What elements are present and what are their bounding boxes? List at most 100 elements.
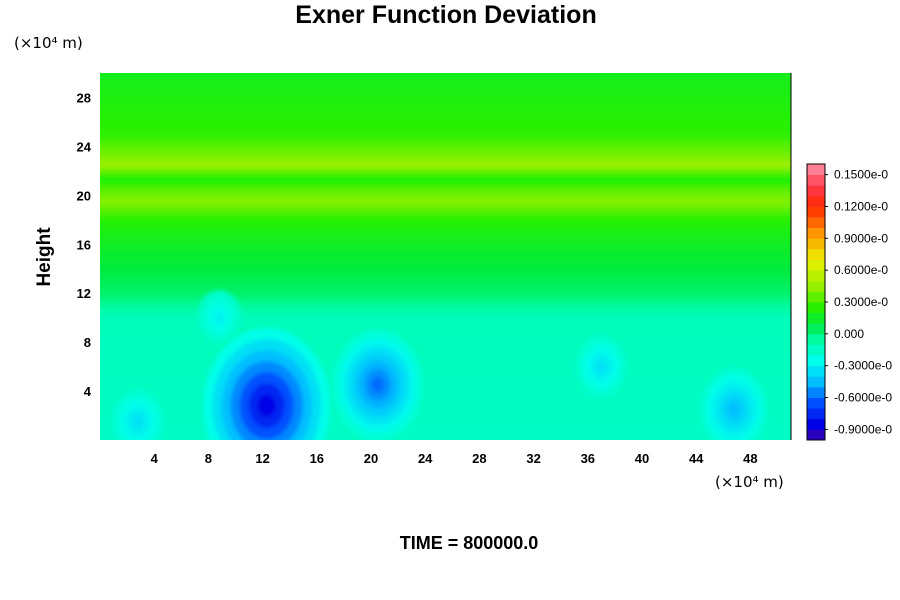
colorbar-cell [807, 355, 825, 367]
y-axis-label: Height [34, 227, 55, 287]
x-tick-label: 40 [635, 451, 649, 466]
background-band [100, 121, 791, 126]
background-band [100, 118, 791, 123]
background-band [100, 320, 791, 325]
background-band [100, 204, 791, 209]
background-band [100, 186, 791, 190]
anomaly-blob [333, 329, 423, 440]
colorbar-cell [807, 164, 825, 176]
background-band [100, 430, 791, 435]
background-band [100, 235, 791, 239]
background-band [100, 88, 791, 92]
background-band [100, 342, 791, 346]
background-band [100, 164, 791, 169]
background-band [100, 161, 791, 166]
x-tick-label: 20 [364, 451, 378, 466]
background-band [100, 146, 791, 151]
background-band [100, 225, 791, 230]
background-band [100, 409, 791, 414]
background-band [100, 198, 791, 203]
background-band [100, 268, 791, 273]
colorbar-label: 0.000 [834, 327, 864, 341]
background-band [100, 76, 791, 80]
x-tick-label: 16 [310, 451, 324, 466]
colorbar-label: -0.9000e-0 [834, 422, 892, 436]
colorbar-cell [807, 174, 825, 186]
anomaly-blob [196, 290, 242, 346]
y-tick-label: 12 [77, 286, 91, 301]
background-band [100, 345, 791, 349]
background-band [100, 348, 791, 352]
colorbar-cell [807, 397, 825, 409]
background-band [100, 339, 791, 343]
background-band [100, 207, 791, 212]
x-tick-label: 36 [581, 451, 595, 466]
x-tick-labels: 4 8 12 16 20 24 28 32 36 40 44 48 [151, 451, 758, 466]
background-band [100, 421, 791, 426]
background-band [100, 97, 791, 102]
background-band [100, 244, 791, 248]
colorbar-cell [807, 312, 825, 324]
background-band [100, 299, 791, 303]
background-band [100, 85, 791, 89]
background-band [100, 277, 791, 282]
colorbar-label: 0.6000e-0 [834, 263, 888, 277]
background-band [100, 183, 791, 187]
y-axis-unit: (×10⁴ m) [14, 34, 83, 52]
background-band [100, 354, 791, 359]
background-band [100, 360, 791, 365]
background-band [100, 391, 791, 395]
y-tick-label: 24 [77, 139, 92, 154]
background-band [100, 305, 791, 310]
background-band [100, 134, 791, 138]
colorbar-cell [807, 344, 825, 356]
colorbar-cell [807, 429, 825, 441]
colorbar-labels: 0.1500e-0 0.1200e-0 0.9000e-0 0.6000e-0 0.30… [825, 168, 892, 436]
background-band [100, 213, 791, 218]
plot-area [100, 73, 791, 440]
background-band [100, 308, 791, 313]
background-band [100, 323, 791, 328]
background-band [100, 253, 791, 258]
background-band [100, 329, 791, 334]
background-band [100, 406, 791, 411]
background-band [100, 418, 791, 423]
background-band [100, 363, 791, 368]
colorbar-cell [807, 333, 825, 345]
x-tick-label: 28 [472, 451, 486, 466]
background-band [100, 357, 791, 362]
background-band [100, 128, 791, 132]
x-tick-label: 44 [689, 451, 704, 466]
background-band [100, 143, 791, 147]
background-band [100, 201, 791, 206]
background-band [100, 103, 791, 108]
colorbar-cell [807, 248, 825, 260]
colorbar-cells [807, 164, 825, 441]
anomaly-blob [111, 389, 164, 440]
background-band [100, 336, 791, 340]
background-band [100, 372, 791, 377]
background-band [100, 79, 791, 83]
background-band [100, 287, 791, 291]
colorbar-cell [807, 280, 825, 292]
colorbar-cell [807, 418, 825, 430]
background-band [100, 256, 791, 261]
background-band [100, 149, 791, 154]
background-band [100, 109, 791, 114]
colorbar-label: 0.1200e-0 [834, 200, 888, 214]
background-band [100, 271, 791, 276]
background-band [100, 394, 791, 398]
background-band [100, 296, 791, 300]
background-band [100, 403, 791, 407]
background-band [100, 152, 791, 157]
background-band [100, 317, 791, 322]
colorbar-label: -0.3000e-0 [834, 359, 892, 373]
background-band [100, 397, 791, 401]
y-tick-label: 20 [77, 188, 91, 203]
background-band [100, 366, 791, 371]
colorbar-cell [807, 185, 825, 197]
background-band [100, 247, 791, 251]
background-band [100, 241, 791, 245]
background-band [100, 228, 791, 233]
